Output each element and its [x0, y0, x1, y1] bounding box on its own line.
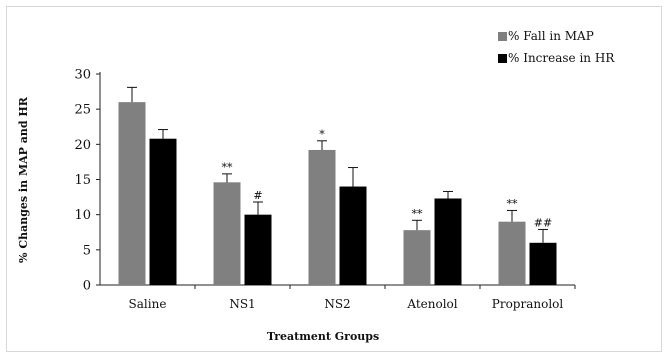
y-tick-label: 0 — [83, 279, 91, 294]
bar-hr — [339, 186, 367, 285]
y-tick-label: 15 — [74, 173, 91, 188]
bar-map — [213, 182, 241, 285]
legend: % Fall in MAP % Increase in HR — [498, 29, 615, 65]
x-axis-title: Treatment Groups — [267, 330, 379, 343]
significance-marker: * — [319, 128, 325, 141]
y-tick-label: 20 — [74, 138, 91, 153]
bar-hr — [149, 138, 177, 285]
y-axis-title: % Changes in MAP and HR — [17, 96, 30, 263]
bar-hr — [434, 198, 462, 285]
y-tick-label: 5 — [83, 243, 91, 258]
significance-marker: # — [253, 189, 262, 202]
x-axis-categories: Saline NS1 NS2 Atenolol Propranolol — [129, 285, 576, 311]
y-tick-label: 30 — [74, 68, 91, 83]
legend-swatch — [498, 54, 507, 63]
y-tick-label: 10 — [74, 208, 91, 223]
legend-label: % Increase in HR — [508, 51, 615, 65]
significance-marker: ** — [222, 161, 234, 174]
bar-hr — [529, 242, 557, 285]
legend-label: % Fall in MAP — [508, 29, 594, 43]
significance-marker: ## — [534, 216, 552, 229]
y-axis-ticks: 0 5 10 15 20 25 30 — [74, 68, 100, 294]
legend-swatch — [498, 32, 507, 41]
x-tick-label: NS2 — [324, 297, 350, 311]
bar-map — [118, 102, 146, 285]
x-tick-label: NS1 — [229, 297, 255, 311]
x-tick-label: Atenolol — [406, 297, 457, 311]
bar-series: **#*****## — [118, 86, 557, 285]
bar-hr — [244, 214, 272, 285]
bar-map — [403, 230, 431, 285]
bar-map — [498, 221, 526, 285]
significance-marker: ** — [507, 197, 519, 210]
x-tick-label: Propranolol — [492, 297, 564, 311]
bar-map — [308, 149, 336, 285]
x-tick-label: Saline — [129, 297, 167, 311]
significance-marker: ** — [412, 207, 424, 220]
y-tick-label: 25 — [74, 103, 91, 118]
